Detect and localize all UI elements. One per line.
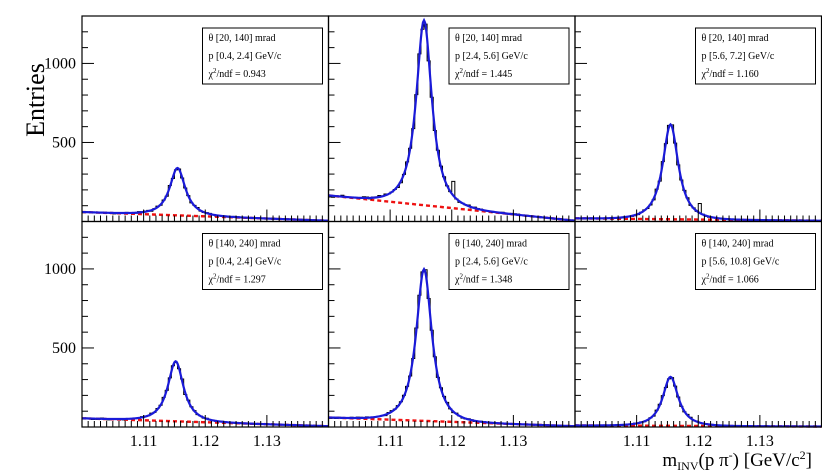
x-tick-label: 1.13	[746, 433, 774, 450]
legend-chi2-ndf: χ2/ndf = 1.445	[454, 67, 512, 80]
legend-momentum-range: p [2.4, 5.6] GeV/c	[455, 51, 528, 62]
panel-legend: θ [140, 240] mrad p [0.4, 2.4] GeV/c χ2/nd…	[202, 233, 323, 290]
legend-theta-range: θ [20, 140] mrad	[702, 33, 769, 44]
data-histogram	[575, 124, 822, 222]
legend-theta-range: θ [140, 240] mrad	[702, 239, 774, 250]
panel-legend: θ [20, 140] mrad p [0.4, 2.4] GeV/c χ2/ndf…	[202, 27, 323, 85]
chi2-value: /ndf = 1.160	[709, 69, 758, 80]
chi2-superscript: 2	[459, 273, 463, 281]
panel-legend: θ [140, 240] mrad p [2.4, 5.6] GeV/c χ2/nd…	[448, 233, 570, 290]
x-tick-label: 1.11	[623, 433, 650, 450]
legend-chi2-ndf: χ2/ndf = 1.160	[701, 67, 759, 80]
legend-theta-range: θ [140, 240] mrad	[209, 239, 281, 250]
chi2-symbol: χ	[454, 69, 460, 80]
signal-plus-background-fit-curve	[328, 17, 576, 222]
panel-5: 1.11 1.12 1.13 θ [140, 240] mrad p [2.4, 5.6…	[327, 220, 576, 450]
y-tick-label: 1000	[44, 261, 76, 278]
x-tick-label: 1.11	[376, 433, 403, 450]
y-tick-label: 500	[52, 134, 76, 151]
chi2-superscript: 2	[459, 67, 463, 75]
legend-chi2-ndf: χ2/ndf = 0.943	[208, 67, 266, 80]
chi2-superscript: 2	[706, 67, 710, 75]
panel-legend: θ [140, 240] mrad p [5.6, 10.8] GeV/c χ2/n…	[695, 233, 816, 290]
legend-theta-range: θ [140, 240] mrad	[455, 239, 527, 250]
panel-1: 500 1000 θ [20, 140] mrad p [0.4, 2.4] GeV/…	[44, 15, 330, 223]
legend-box	[202, 233, 323, 290]
legend-box	[448, 233, 570, 290]
x-tick-label: 1.11	[130, 433, 157, 450]
x-tick-label: 1.12	[684, 433, 712, 450]
legend-momentum-range: p [0.4, 2.4] GeV/c	[209, 51, 282, 62]
signal-plus-background-fit-curve	[328, 266, 576, 428]
chi2-superscript: 2	[213, 273, 217, 281]
x-tick-label: 1.13	[253, 433, 281, 450]
legend-momentum-range: p [0.4, 2.4] GeV/c	[209, 257, 282, 268]
x-axis-label-sub: INV	[677, 459, 699, 473]
x-tick-label: 1.12	[191, 433, 219, 450]
panel-3: θ [20, 140] mrad p [5.6, 7.2] GeV/c χ2/ndf…	[574, 15, 822, 223]
x-axis-label-sup: -	[729, 448, 733, 462]
legend-box	[202, 27, 323, 85]
data-histogram	[328, 269, 575, 427]
legend-chi2-ndf: χ2/ndf = 1.297	[208, 273, 266, 286]
chi2-symbol: χ	[701, 69, 707, 80]
chi2-value: /ndf = 1.066	[709, 275, 758, 286]
legend-momentum-range: p [2.4, 5.6] GeV/c	[455, 257, 528, 268]
chi2-superscript: 2	[706, 273, 710, 281]
y-tick-label: 1000	[44, 55, 76, 72]
chi2-symbol: χ	[208, 69, 214, 80]
legend-box	[695, 233, 816, 290]
panels: 500 1000 θ [20, 140] mrad p [0.4, 2.4] GeV/…	[44, 15, 822, 450]
x-axis-label-close: ]	[806, 450, 812, 471]
x-axis-label-rest: (p π	[699, 450, 730, 471]
x-axis-label-main: m	[662, 450, 677, 471]
legend-theta-range: θ [20, 140] mrad	[209, 33, 276, 44]
y-tick-label: 500	[52, 340, 76, 357]
panel-4: 1.11 1.12 1.13 500 1000 θ [140, 240] mrad p [0…	[44, 220, 330, 450]
x-axis-label-unit: ) [GeV/c	[733, 450, 800, 471]
panel-legend: θ [20, 140] mrad p [2.4, 5.6] GeV/c χ2/ndf…	[448, 27, 570, 85]
legend-box	[448, 27, 570, 85]
chi2-value: /ndf = 1.297	[216, 275, 265, 286]
chi2-value: /ndf = 1.445	[463, 69, 512, 80]
legend-momentum-range: p [5.6, 7.2] GeV/c	[702, 51, 775, 62]
legend-box	[695, 27, 816, 85]
chi2-symbol: χ	[701, 275, 707, 286]
x-tick-label: 1.13	[499, 433, 527, 450]
panel-legend: θ [20, 140] mrad p [5.6, 7.2] GeV/c χ2/ndf…	[695, 27, 816, 85]
legend-momentum-range: p [5.6, 10.8] GeV/c	[702, 257, 780, 268]
panel-6: 1.11 1.12 1.13 θ [140, 240] mrad p [5.6, 10.…	[574, 220, 822, 450]
x-tick-label: 1.12	[438, 433, 466, 450]
legend-chi2-ndf: χ2/ndf = 1.348	[454, 273, 512, 286]
x-axis-label: mINV(p π-) [GeV/c2]	[662, 448, 812, 473]
chi2-superscript: 2	[213, 67, 217, 75]
legend-chi2-ndf: χ2/ndf = 1.066	[701, 273, 759, 286]
y-axis-label: Entries	[21, 63, 50, 137]
x-axis-label-unit-sup: 2	[800, 448, 806, 462]
chi2-value: /ndf = 0.943	[216, 69, 265, 80]
chi2-symbol: χ	[208, 275, 214, 286]
panel-2: θ [20, 140] mrad p [2.4, 5.6] GeV/c χ2/ndf…	[327, 15, 576, 223]
legend-theta-range: θ [20, 140] mrad	[455, 33, 522, 44]
chi2-symbol: χ	[454, 275, 460, 286]
chi2-value: /ndf = 1.348	[463, 275, 512, 286]
